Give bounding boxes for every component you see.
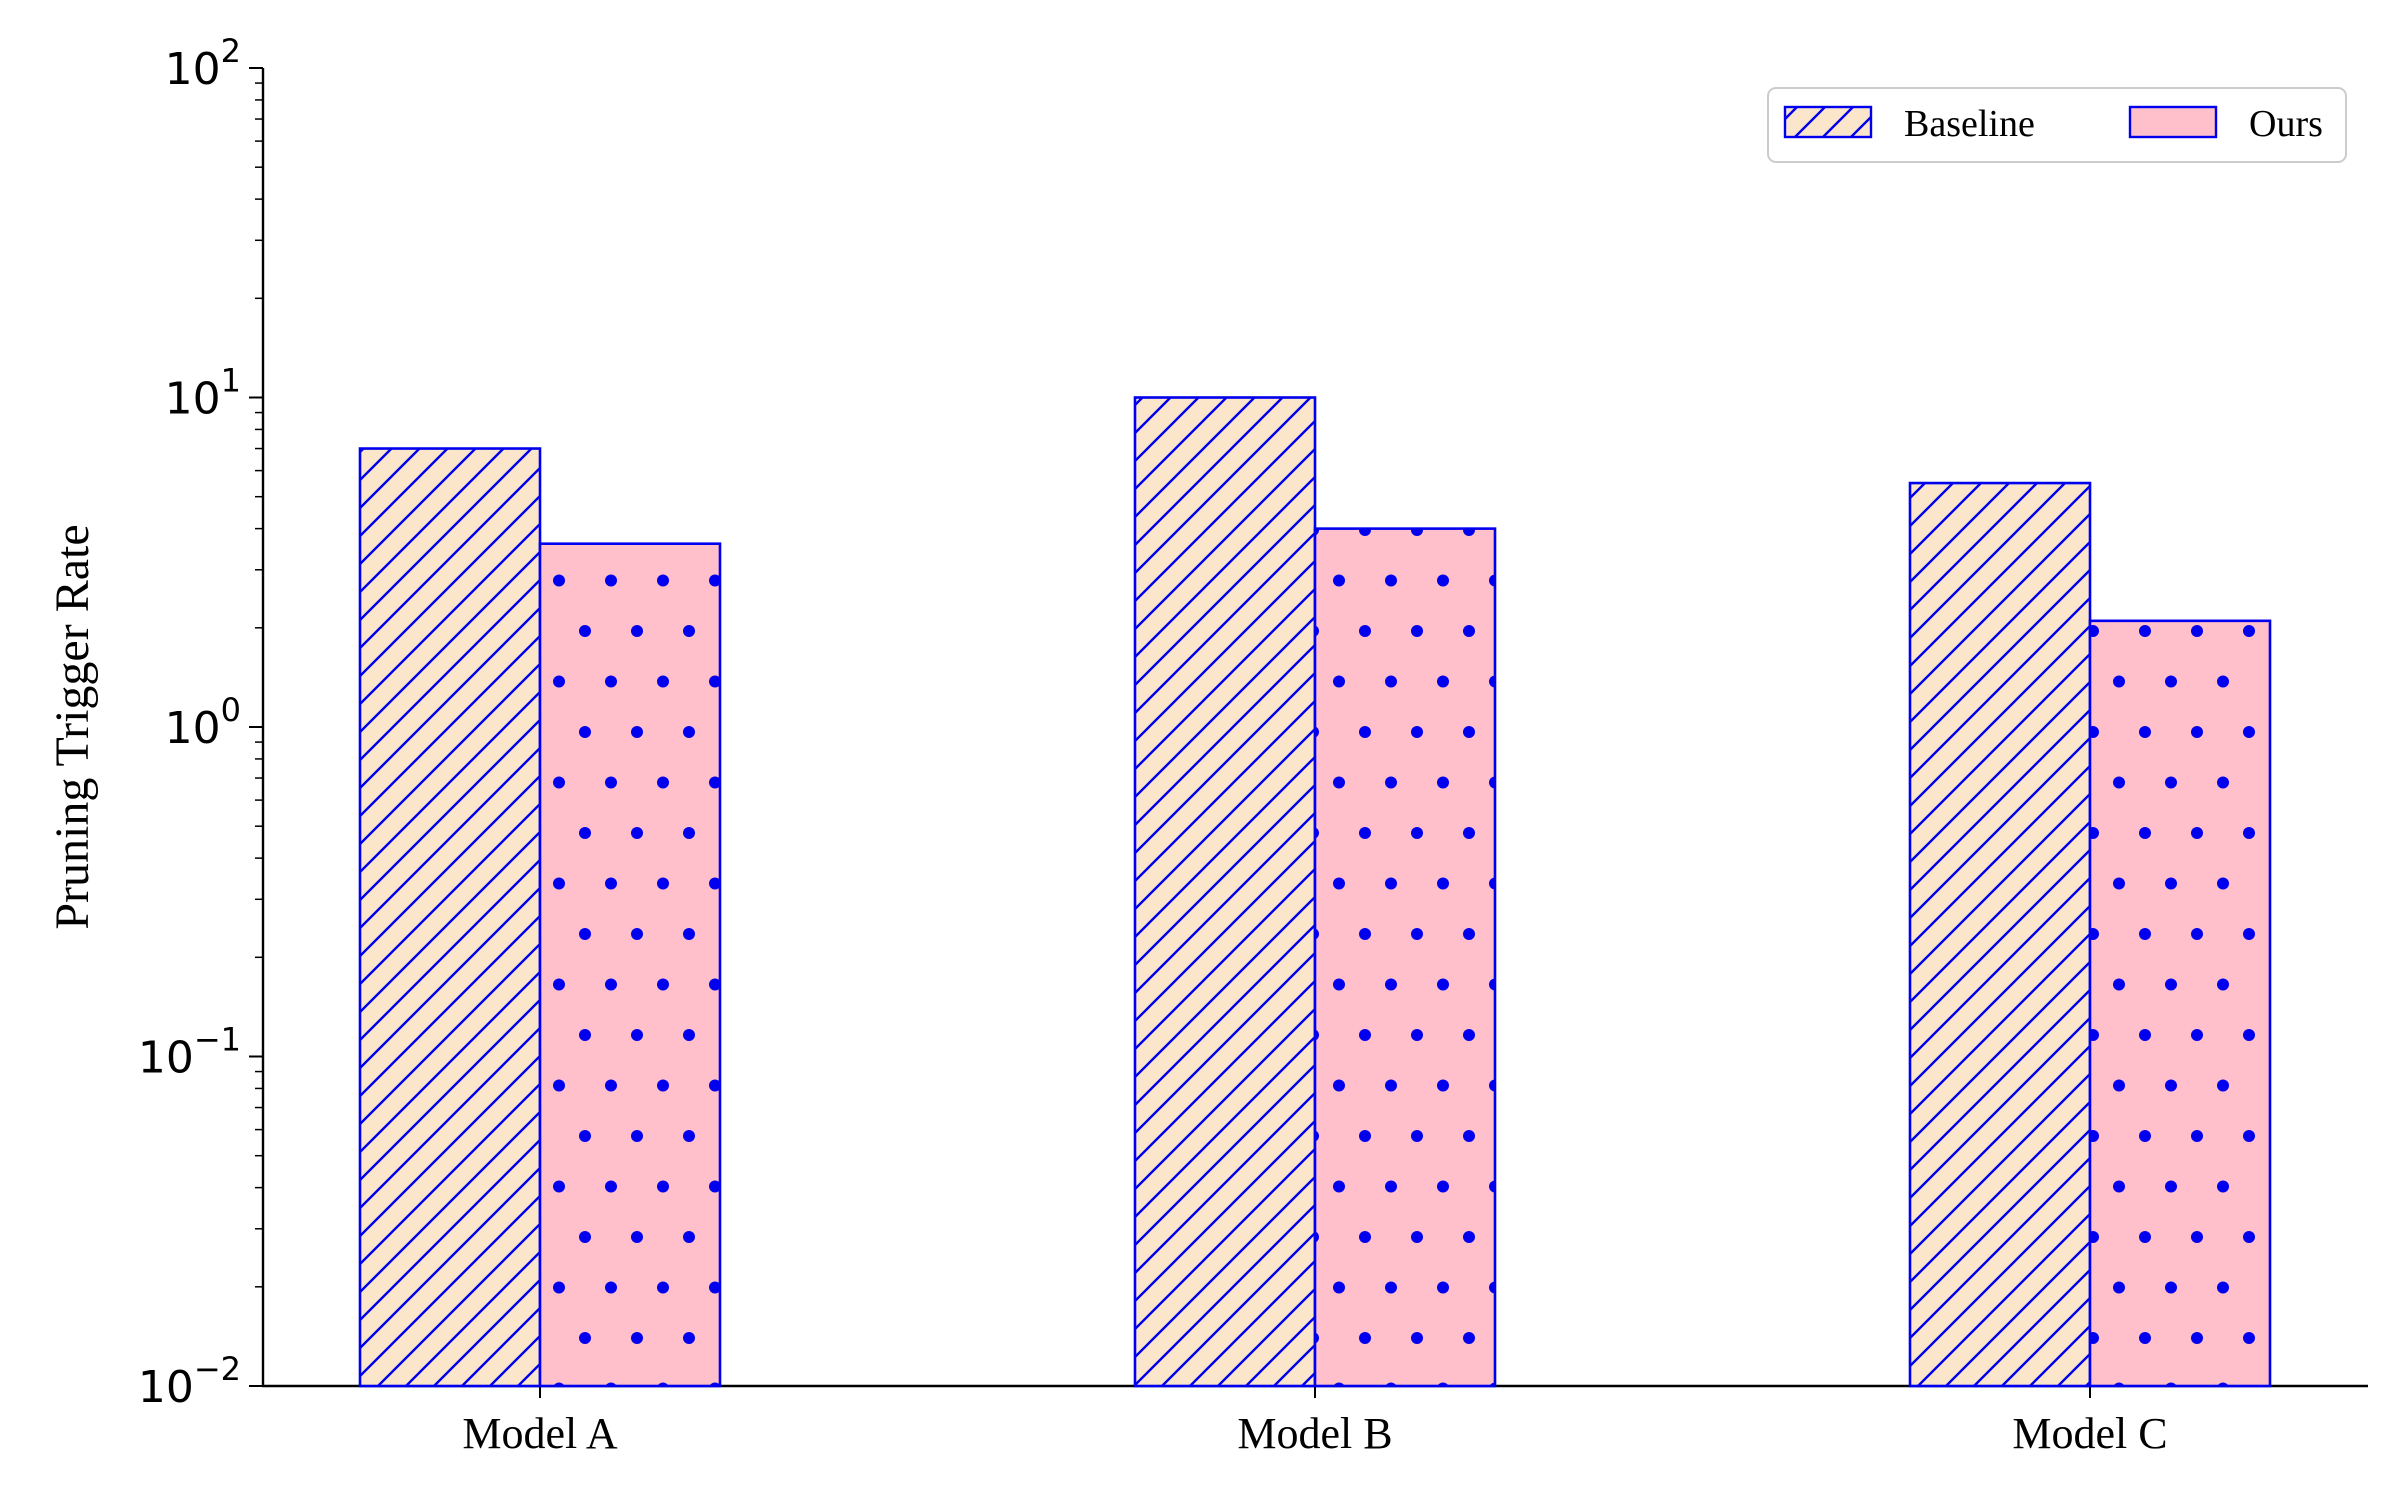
- tick-labels: 10−2 10−1 100 101 102 Model A Model B Model C: [138, 32, 2168, 1458]
- y-tick-label: 101: [165, 362, 241, 425]
- x-tick-label: Model C: [2012, 1409, 2167, 1458]
- x-tick-label: Model B: [1237, 1409, 1392, 1458]
- legend-label-baseline: Baseline: [1904, 103, 2035, 145]
- bars: [358, 396, 2272, 1388]
- y-tick-label: 102: [165, 32, 241, 95]
- bar-baseline-model-a: [358, 447, 542, 1388]
- legend-label-ours: Ours: [2249, 103, 2323, 145]
- bar-ours-model-c: [2088, 619, 2272, 1388]
- bar-ours-model-b: [1313, 527, 1497, 1388]
- legend-swatch-ours: [2128, 105, 2218, 139]
- y-tick-label: 10−2: [138, 1350, 241, 1413]
- bar-ours-model-a: [538, 542, 722, 1388]
- bar-baseline-model-c: [1908, 481, 2092, 1388]
- legend: Baseline Ours: [1767, 87, 2347, 163]
- bar-baseline-model-b: [1133, 396, 1317, 1388]
- y-axis-title: Pruning Trigger Rate: [46, 524, 99, 929]
- y-tick-label: 100: [165, 691, 241, 754]
- legend-swatch-baseline: [1783, 105, 1873, 139]
- y-tick-label: 10−1: [138, 1021, 241, 1084]
- x-tick-label: Model A: [462, 1409, 617, 1458]
